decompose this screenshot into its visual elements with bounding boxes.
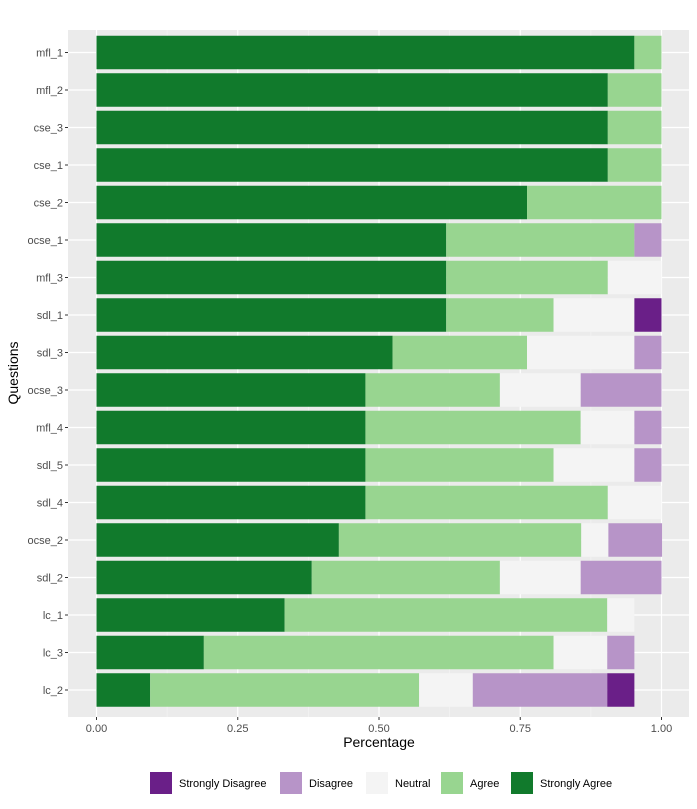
bar-sdl_5-strongly-agree [96,448,366,482]
y-tick-label: mfl_1 [36,48,63,60]
bar-lc_3-disagree [607,635,635,670]
bar-mfl_4-strongly-agree [96,410,366,445]
bar-ocse_1-agree [446,223,635,257]
x-tick-label: 0.50 [368,723,389,735]
y-tick-label: lc_2 [43,685,63,697]
bar-lc_2-strongly-agree [96,673,151,707]
bar-lc_2-disagree [472,673,608,707]
bar-mfl_1-strongly-agree [96,35,635,70]
bar-mfl_3-strongly-agree [96,260,447,295]
bar-cse_3-agree [607,110,662,145]
y-tick-label: mfl_4 [36,423,63,435]
bar-lc_3-neutral [553,635,608,670]
legend-label: Strongly Agree [540,778,612,790]
y-axis-ticks: mfl_1 mfl_2 cse_3 cse_1 cse_2 ocse_1 mfl_3 sdl_… [28,48,68,697]
bar-cse_2-strongly-agree [96,185,528,220]
y-tick-label: ocse_1 [28,235,63,247]
bar-sdl_3-disagree [634,335,662,370]
legend: Strongly Disagree Disagree Neutral Agree Str… [150,772,612,794]
x-axis-ticks: 0.00 0.25 0.50 0.75 1.00 [86,717,672,735]
x-tick-label: 0.25 [227,723,248,735]
bar-mfl_1-agree [634,35,662,70]
bar-ocse_2-neutral [581,523,609,557]
bar-sdl_5-agree [365,448,554,482]
legend-key-disagree [280,772,302,794]
legend-key-agree [441,772,463,794]
y-axis-title: Questions [5,341,21,404]
y-tick-label: ocse_3 [28,385,63,397]
bar-sdl_1-strongly-agree [96,298,447,332]
bar-ocse_3-neutral [499,373,581,407]
bar-sdl_4-neutral [607,485,662,520]
y-tick-label: cse_2 [34,198,63,210]
bar-lc_2-strongly-disagree [607,673,635,707]
x-tick-label: 0.00 [86,723,107,735]
x-tick-label: 0.75 [510,723,531,735]
bar-lc_1-neutral [607,598,635,632]
bar-sdl_3-neutral [527,335,635,370]
bar-cse_1-strongly-agree [96,148,608,182]
x-axis-title: Percentage [343,734,415,750]
bar-sdl_4-agree [365,485,608,520]
bar-lc_3-strongly-agree [96,635,204,670]
bar-cse_3-strongly-agree [96,110,608,145]
y-tick-label: lc_1 [43,610,63,622]
legend-key-strongly-disagree [150,772,172,794]
bar-mfl_3-neutral [607,260,662,295]
bar-lc_1-agree [284,598,608,632]
bar-sdl_4-strongly-agree [96,485,366,520]
bar-ocse_1-strongly-agree [96,223,447,257]
bar-lc_2-neutral [419,673,473,707]
y-tick-label: cse_3 [34,123,63,135]
y-tick-label: mfl_3 [36,273,63,285]
bar-mfl_4-agree [365,410,581,445]
bar-mfl_3-agree [446,260,608,295]
bar-ocse_3-strongly-agree [96,373,366,407]
bar-mfl_2-agree [607,73,662,107]
bar-mfl_4-neutral [580,410,635,445]
x-tick-label: 1.00 [651,723,672,735]
bar-sdl_3-strongly-agree [96,335,393,370]
y-tick-label: cse_1 [34,160,63,172]
y-tick-label: ocse_2 [28,535,63,547]
bar-sdl_5-neutral [553,448,635,482]
bar-sdl_2-strongly-agree [96,560,312,595]
y-tick-label: sdl_2 [37,573,63,585]
legend-label: Disagree [309,778,353,790]
bar-ocse_3-disagree [580,373,662,407]
y-tick-label: sdl_4 [37,498,63,510]
bar-ocse_2-strongly-agree [96,523,339,557]
bar-sdl_1-agree [446,298,554,332]
y-tick-label: lc_3 [43,648,63,660]
bar-lc_1-strongly-agree [96,598,285,632]
y-tick-label: mfl_2 [36,85,63,97]
bar-lc_3-agree [203,635,554,670]
bar-cse_2-agree [527,185,662,220]
y-tick-label: sdl_1 [37,310,63,322]
legend-label: Neutral [395,778,430,790]
bar-lc_2-agree [150,673,420,707]
bar-mfl_4-disagree [634,410,662,445]
bar-ocse_3-agree [365,373,500,407]
bar-sdl_5-disagree [634,448,662,482]
y-tick-label: sdl_3 [37,348,63,360]
bar-ocse_2-disagree [608,523,663,557]
bar-cse_1-agree [607,148,662,182]
legend-label: Strongly Disagree [179,778,266,790]
y-tick-label: sdl_5 [37,460,63,472]
bar-sdl_2-agree [311,560,500,595]
legend-key-neutral [366,772,388,794]
legend-label: Agree [470,778,499,790]
bar-sdl_1-strongly-disagree [634,298,662,332]
bar-sdl_2-neutral [499,560,581,595]
bar-sdl_3-agree [392,335,528,370]
bar-sdl_1-neutral [553,298,635,332]
bar-ocse_1-disagree [634,223,662,257]
bar-sdl_2-disagree [580,560,662,595]
bars [96,35,663,707]
bar-ocse_2-agree [338,523,582,557]
bar-mfl_2-strongly-agree [96,73,608,107]
legend-key-strongly-agree [511,772,533,794]
